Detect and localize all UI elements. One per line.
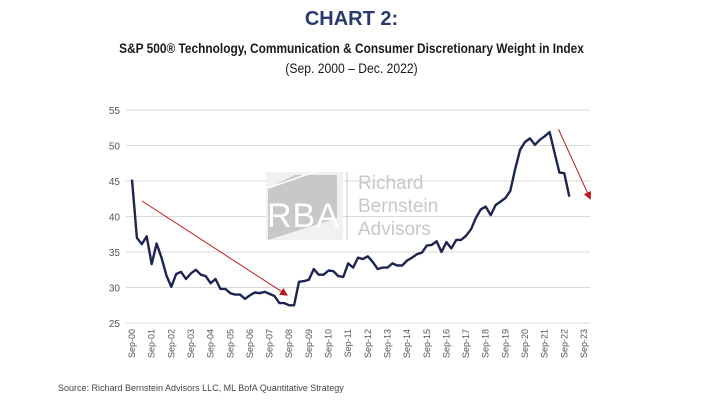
x-tick-label: Sep-08 <box>284 329 294 358</box>
y-tick-label: 30 <box>109 284 121 295</box>
y-tick-label: 55 <box>109 106 121 117</box>
x-tick-label: Sep-06 <box>245 329 255 358</box>
y-axis-ticks: 25 30 35 40 45 50 55 <box>109 106 121 330</box>
chart-date-range: (Sep. 2000 – Dec. 2022) <box>285 61 418 76</box>
series-line <box>130 130 571 307</box>
watermark-line-3: Advisors <box>358 219 431 240</box>
y-tick-label: 40 <box>109 213 121 224</box>
x-tick-label: Sep-00 <box>127 329 137 358</box>
x-tick-label: Sep-04 <box>206 329 216 358</box>
source-note: Source: Richard Bernstein Advisors LLC, … <box>58 383 344 393</box>
x-tick-label: Sep-12 <box>363 329 373 358</box>
watermark-monogram: RBA <box>267 197 340 235</box>
x-tick-label: Sep-05 <box>225 329 235 358</box>
x-tick-label: Sep-15 <box>422 329 432 358</box>
x-tick-label: Sep-07 <box>265 329 275 358</box>
y-tick-label: 50 <box>109 142 121 153</box>
x-tick-label: Sep-17 <box>461 329 471 358</box>
x-tick-label: Sep-10 <box>324 329 334 358</box>
data-points <box>132 132 569 305</box>
chart-subtitle: S&P 500® Technology, Communication & Con… <box>119 41 584 56</box>
x-tick-label: Sep-21 <box>540 329 550 358</box>
arrow-downtrend-2000-2008 <box>141 200 288 296</box>
x-tick-label: Sep-18 <box>481 329 491 358</box>
trend-arrows <box>141 128 592 296</box>
watermark-logo-stroke <box>267 163 338 189</box>
x-tick-label: Sep-20 <box>520 329 530 358</box>
x-axis-ticks: Sep-00 Sep-01 Sep-02 Sep-03 Sep-04 Sep-05 Sep-… <box>127 329 589 358</box>
chart-title: CHART 2: <box>304 8 399 30</box>
x-tick-label: Sep-01 <box>147 329 157 358</box>
y-tick-label: 25 <box>109 319 121 330</box>
y-tick-label: 45 <box>109 177 121 188</box>
x-tick-label: Sep-11 <box>343 329 353 357</box>
watermark-line-1: Richard <box>358 173 423 194</box>
x-tick-label: Sep-13 <box>382 329 392 358</box>
y-tick-label: 35 <box>109 248 121 259</box>
arrow-downtrend-2022-2023 <box>557 128 592 200</box>
x-tick-label: Sep-02 <box>166 329 176 358</box>
x-tick-label: Sep-09 <box>304 329 314 358</box>
watermark-logo-shape <box>268 175 337 240</box>
x-tick-label: Sep-03 <box>186 329 196 358</box>
x-tick-label: Sep-14 <box>402 329 412 358</box>
x-tick-label: Sep-23 <box>579 329 589 358</box>
x-tick-label: Sep-22 <box>559 329 569 358</box>
rba-watermark: RBA Richard Bernstein Advisors <box>266 163 438 240</box>
watermark-line-2: Bernstein <box>358 196 438 217</box>
x-tick-label: Sep-16 <box>441 329 451 358</box>
x-tick-label: Sep-19 <box>500 329 510 358</box>
